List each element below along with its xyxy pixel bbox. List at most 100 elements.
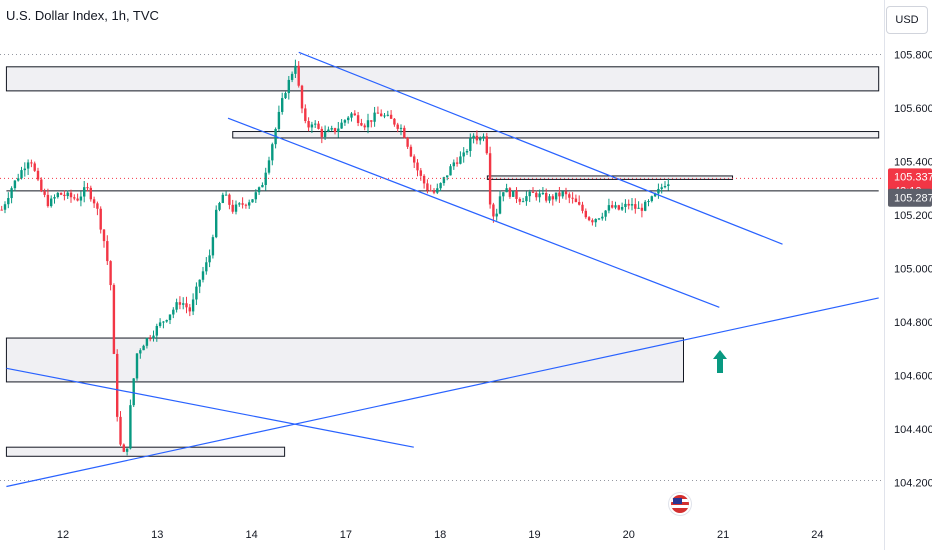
candle-body[interactable]: [347, 117, 350, 121]
candle-body[interactable]: [294, 65, 297, 74]
currency-button[interactable]: USD: [886, 6, 928, 34]
candle-body[interactable]: [620, 206, 624, 210]
candle-body[interactable]: [462, 152, 465, 157]
candle-body[interactable]: [155, 325, 159, 336]
candle-body[interactable]: [195, 286, 198, 300]
candle-body[interactable]: [310, 124, 314, 128]
candle-body[interactable]: [492, 204, 495, 217]
candle-body[interactable]: [33, 163, 36, 171]
candle-body[interactable]: [53, 197, 56, 199]
candle-body[interactable]: [317, 123, 320, 129]
candle-body[interactable]: [634, 204, 637, 209]
candle-body[interactable]: [495, 213, 498, 217]
candle-body[interactable]: [393, 118, 396, 125]
candle-body[interactable]: [459, 156, 462, 164]
candle-body[interactable]: [300, 85, 304, 109]
candle-body[interactable]: [129, 405, 132, 449]
support-resistance-zone[interactable]: [5, 446, 286, 457]
candle-body[interactable]: [172, 309, 175, 315]
candle-body[interactable]: [548, 196, 551, 201]
candle-body[interactable]: [76, 198, 79, 201]
candle-body[interactable]: [446, 175, 449, 178]
candle-body[interactable]: [63, 194, 66, 197]
support-resistance-zone[interactable]: [232, 131, 880, 139]
candle-body[interactable]: [545, 193, 548, 201]
candle-body[interactable]: [26, 162, 30, 169]
candle-body[interactable]: [0, 209, 3, 211]
candle-body[interactable]: [630, 204, 634, 206]
candle-body[interactable]: [112, 285, 116, 354]
candle-body[interactable]: [284, 93, 287, 99]
candle-body[interactable]: [86, 187, 89, 189]
candle-body[interactable]: [663, 185, 667, 188]
candle-body[interactable]: [231, 204, 234, 212]
candle-body[interactable]: [604, 210, 607, 217]
candle-body[interactable]: [287, 79, 291, 94]
candle-body[interactable]: [370, 120, 373, 122]
candle-body[interactable]: [653, 193, 657, 197]
candle-body[interactable]: [617, 205, 621, 210]
candle-body[interactable]: [119, 416, 122, 445]
candle-body[interactable]: [432, 190, 436, 193]
candle-body[interactable]: [429, 190, 432, 192]
candle-body[interactable]: [465, 150, 469, 153]
candle-body[interactable]: [488, 153, 492, 205]
candle-body[interactable]: [244, 204, 248, 206]
candle-body[interactable]: [323, 131, 327, 137]
candle-body[interactable]: [132, 378, 135, 406]
candle-body[interactable]: [99, 208, 102, 230]
candle-body[interactable]: [30, 162, 33, 164]
candle-body[interactable]: [79, 196, 83, 201]
candle-body[interactable]: [175, 302, 178, 310]
candle-body[interactable]: [337, 128, 340, 133]
candle-body[interactable]: [657, 188, 660, 194]
candle-body[interactable]: [644, 201, 647, 211]
candle-body[interactable]: [201, 271, 205, 280]
candle-body[interactable]: [198, 279, 201, 287]
trendline[interactable]: [6, 367, 414, 448]
candle-body[interactable]: [624, 203, 627, 207]
candle-body[interactable]: [109, 261, 112, 286]
candle-body[interactable]: [125, 448, 129, 452]
candle-body[interactable]: [185, 303, 188, 308]
candle-body[interactable]: [36, 170, 40, 180]
support-resistance-zone[interactable]: [5, 66, 880, 92]
candle-body[interactable]: [135, 353, 139, 379]
candle-body[interactable]: [366, 120, 370, 128]
candle-body[interactable]: [403, 127, 406, 138]
candle-body[interactable]: [221, 194, 225, 203]
candle-body[interactable]: [20, 170, 23, 179]
candle-body[interactable]: [422, 175, 426, 184]
candle-body[interactable]: [650, 196, 654, 202]
candle-body[interactable]: [353, 113, 357, 116]
candle-body[interactable]: [525, 196, 528, 202]
candle-body[interactable]: [343, 120, 347, 123]
candle-body[interactable]: [627, 203, 630, 206]
candle-body[interactable]: [248, 202, 251, 206]
candle-body[interactable]: [191, 299, 195, 312]
support-resistance-zone[interactable]: [5, 337, 684, 383]
candle-body[interactable]: [564, 191, 568, 195]
candle-body[interactable]: [333, 128, 337, 133]
candle-body[interactable]: [139, 350, 142, 354]
candle-body[interactable]: [178, 302, 182, 305]
candle-body[interactable]: [304, 108, 307, 122]
candle-body[interactable]: [413, 156, 416, 163]
candle-body[interactable]: [416, 162, 419, 171]
candle-body[interactable]: [498, 196, 502, 214]
candle-body[interactable]: [660, 187, 663, 189]
candle-body[interactable]: [386, 114, 390, 116]
candle-body[interactable]: [594, 219, 597, 223]
trendline[interactable]: [298, 51, 783, 245]
candle-body[interactable]: [23, 168, 27, 171]
candle-body[interactable]: [50, 198, 53, 207]
candle-body[interactable]: [145, 338, 149, 346]
candle-body[interactable]: [535, 192, 538, 198]
candle-body[interactable]: [482, 136, 485, 139]
candle-body[interactable]: [591, 220, 594, 223]
candle-body[interactable]: [449, 166, 452, 176]
candle-body[interactable]: [531, 191, 535, 193]
candle-body[interactable]: [607, 205, 611, 211]
candle-body[interactable]: [281, 98, 284, 112]
